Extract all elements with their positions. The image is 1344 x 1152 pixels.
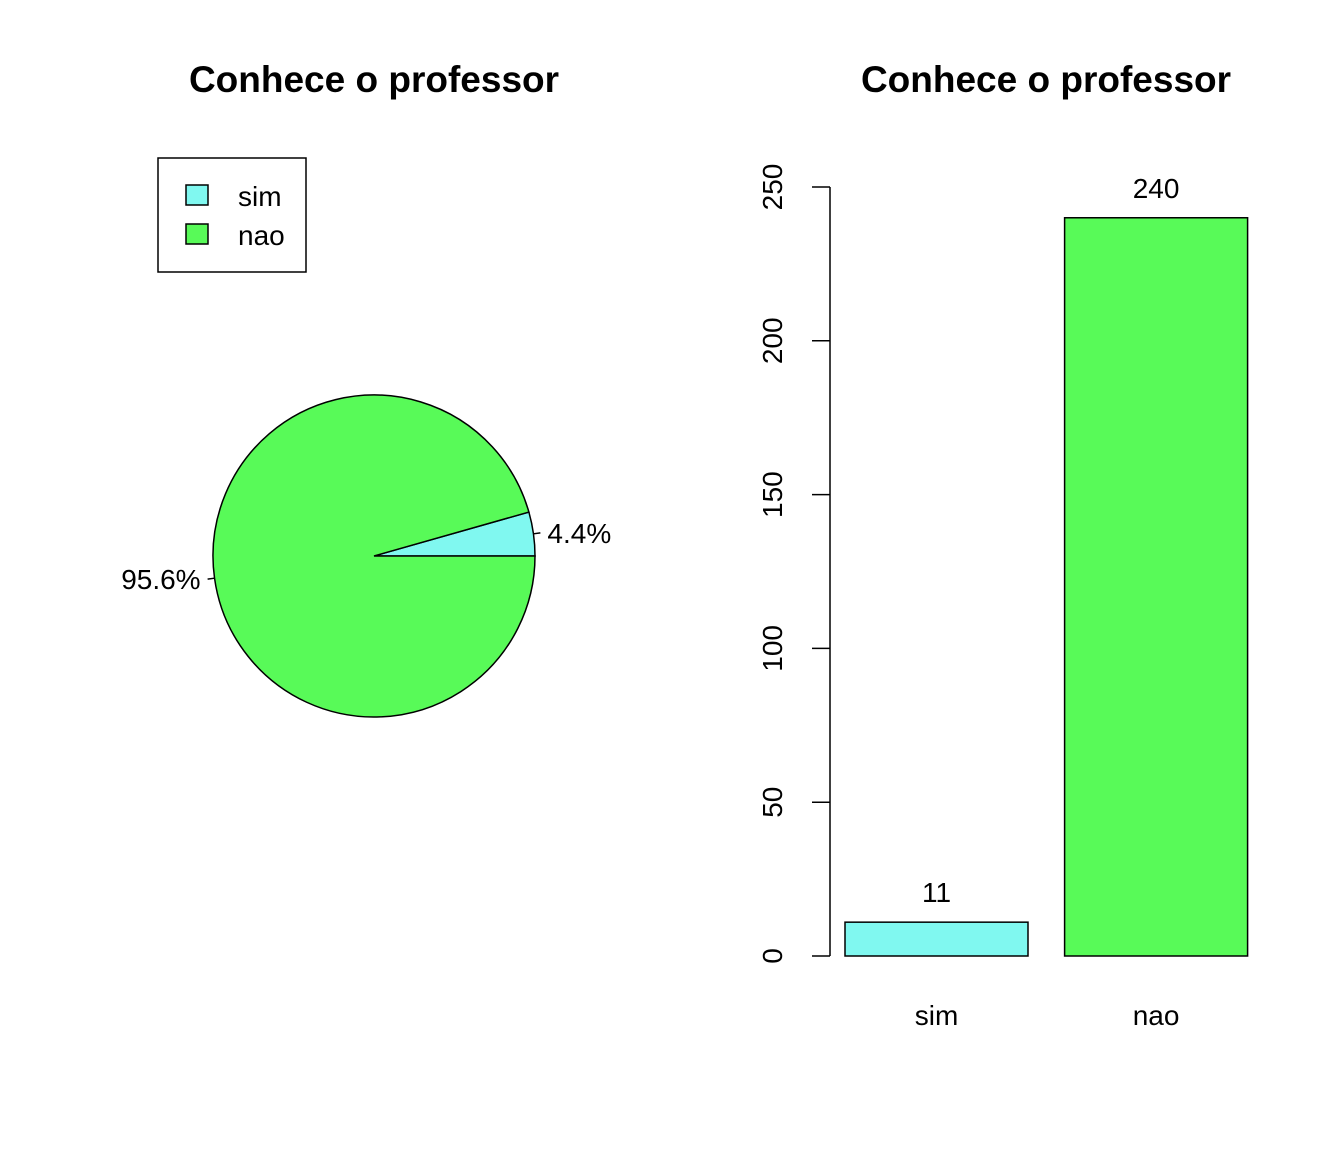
bar-chart: Conhece o professor 0 50 100 150 200 250 11 si… — [757, 59, 1249, 1031]
bar-value-label-sim: 11 — [922, 877, 951, 908]
pie-label-nao: 95.6% — [121, 564, 200, 595]
legend-box — [157, 157, 307, 273]
pie-label-tick-nao — [207, 577, 215, 580]
legend-swatch-nao — [185, 223, 209, 245]
pie-chart-title: Conhece o professor — [189, 59, 559, 100]
x-tick-label-sim: sim — [915, 1000, 959, 1031]
x-tick-label-nao: nao — [1133, 1000, 1180, 1031]
legend-label-nao: nao — [238, 220, 285, 251]
y-tick-label: 50 — [757, 787, 788, 818]
bar-value-label-nao: 240 — [1133, 173, 1180, 204]
pie-label-tick-sim — [533, 532, 541, 535]
y-tick-label: 200 — [757, 317, 788, 364]
pie-chart: Conhece o professor sim nao 4.4% 95.6% — [121, 59, 611, 718]
bar-nao — [1063, 217, 1249, 957]
pie-slice-nao — [212, 394, 536, 718]
pie-slices: 4.4% 95.6% — [121, 394, 611, 718]
y-tick-label: 250 — [757, 164, 788, 211]
y-axis-ticks: 0 50 100 150 200 250 — [757, 164, 830, 964]
legend-label-sim: sim — [238, 181, 282, 212]
y-tick-label: 150 — [757, 471, 788, 518]
y-tick-label: 100 — [757, 625, 788, 672]
pie-legend: sim nao — [157, 157, 307, 273]
bars: 11 sim 240 nao — [844, 173, 1249, 1031]
bar-sim — [844, 921, 1029, 957]
bar-chart-title: Conhece o professor — [861, 59, 1231, 100]
pie-label-sim: 4.4% — [547, 518, 611, 549]
legend-swatch-sim — [185, 184, 209, 206]
y-tick-label: 0 — [757, 948, 788, 964]
